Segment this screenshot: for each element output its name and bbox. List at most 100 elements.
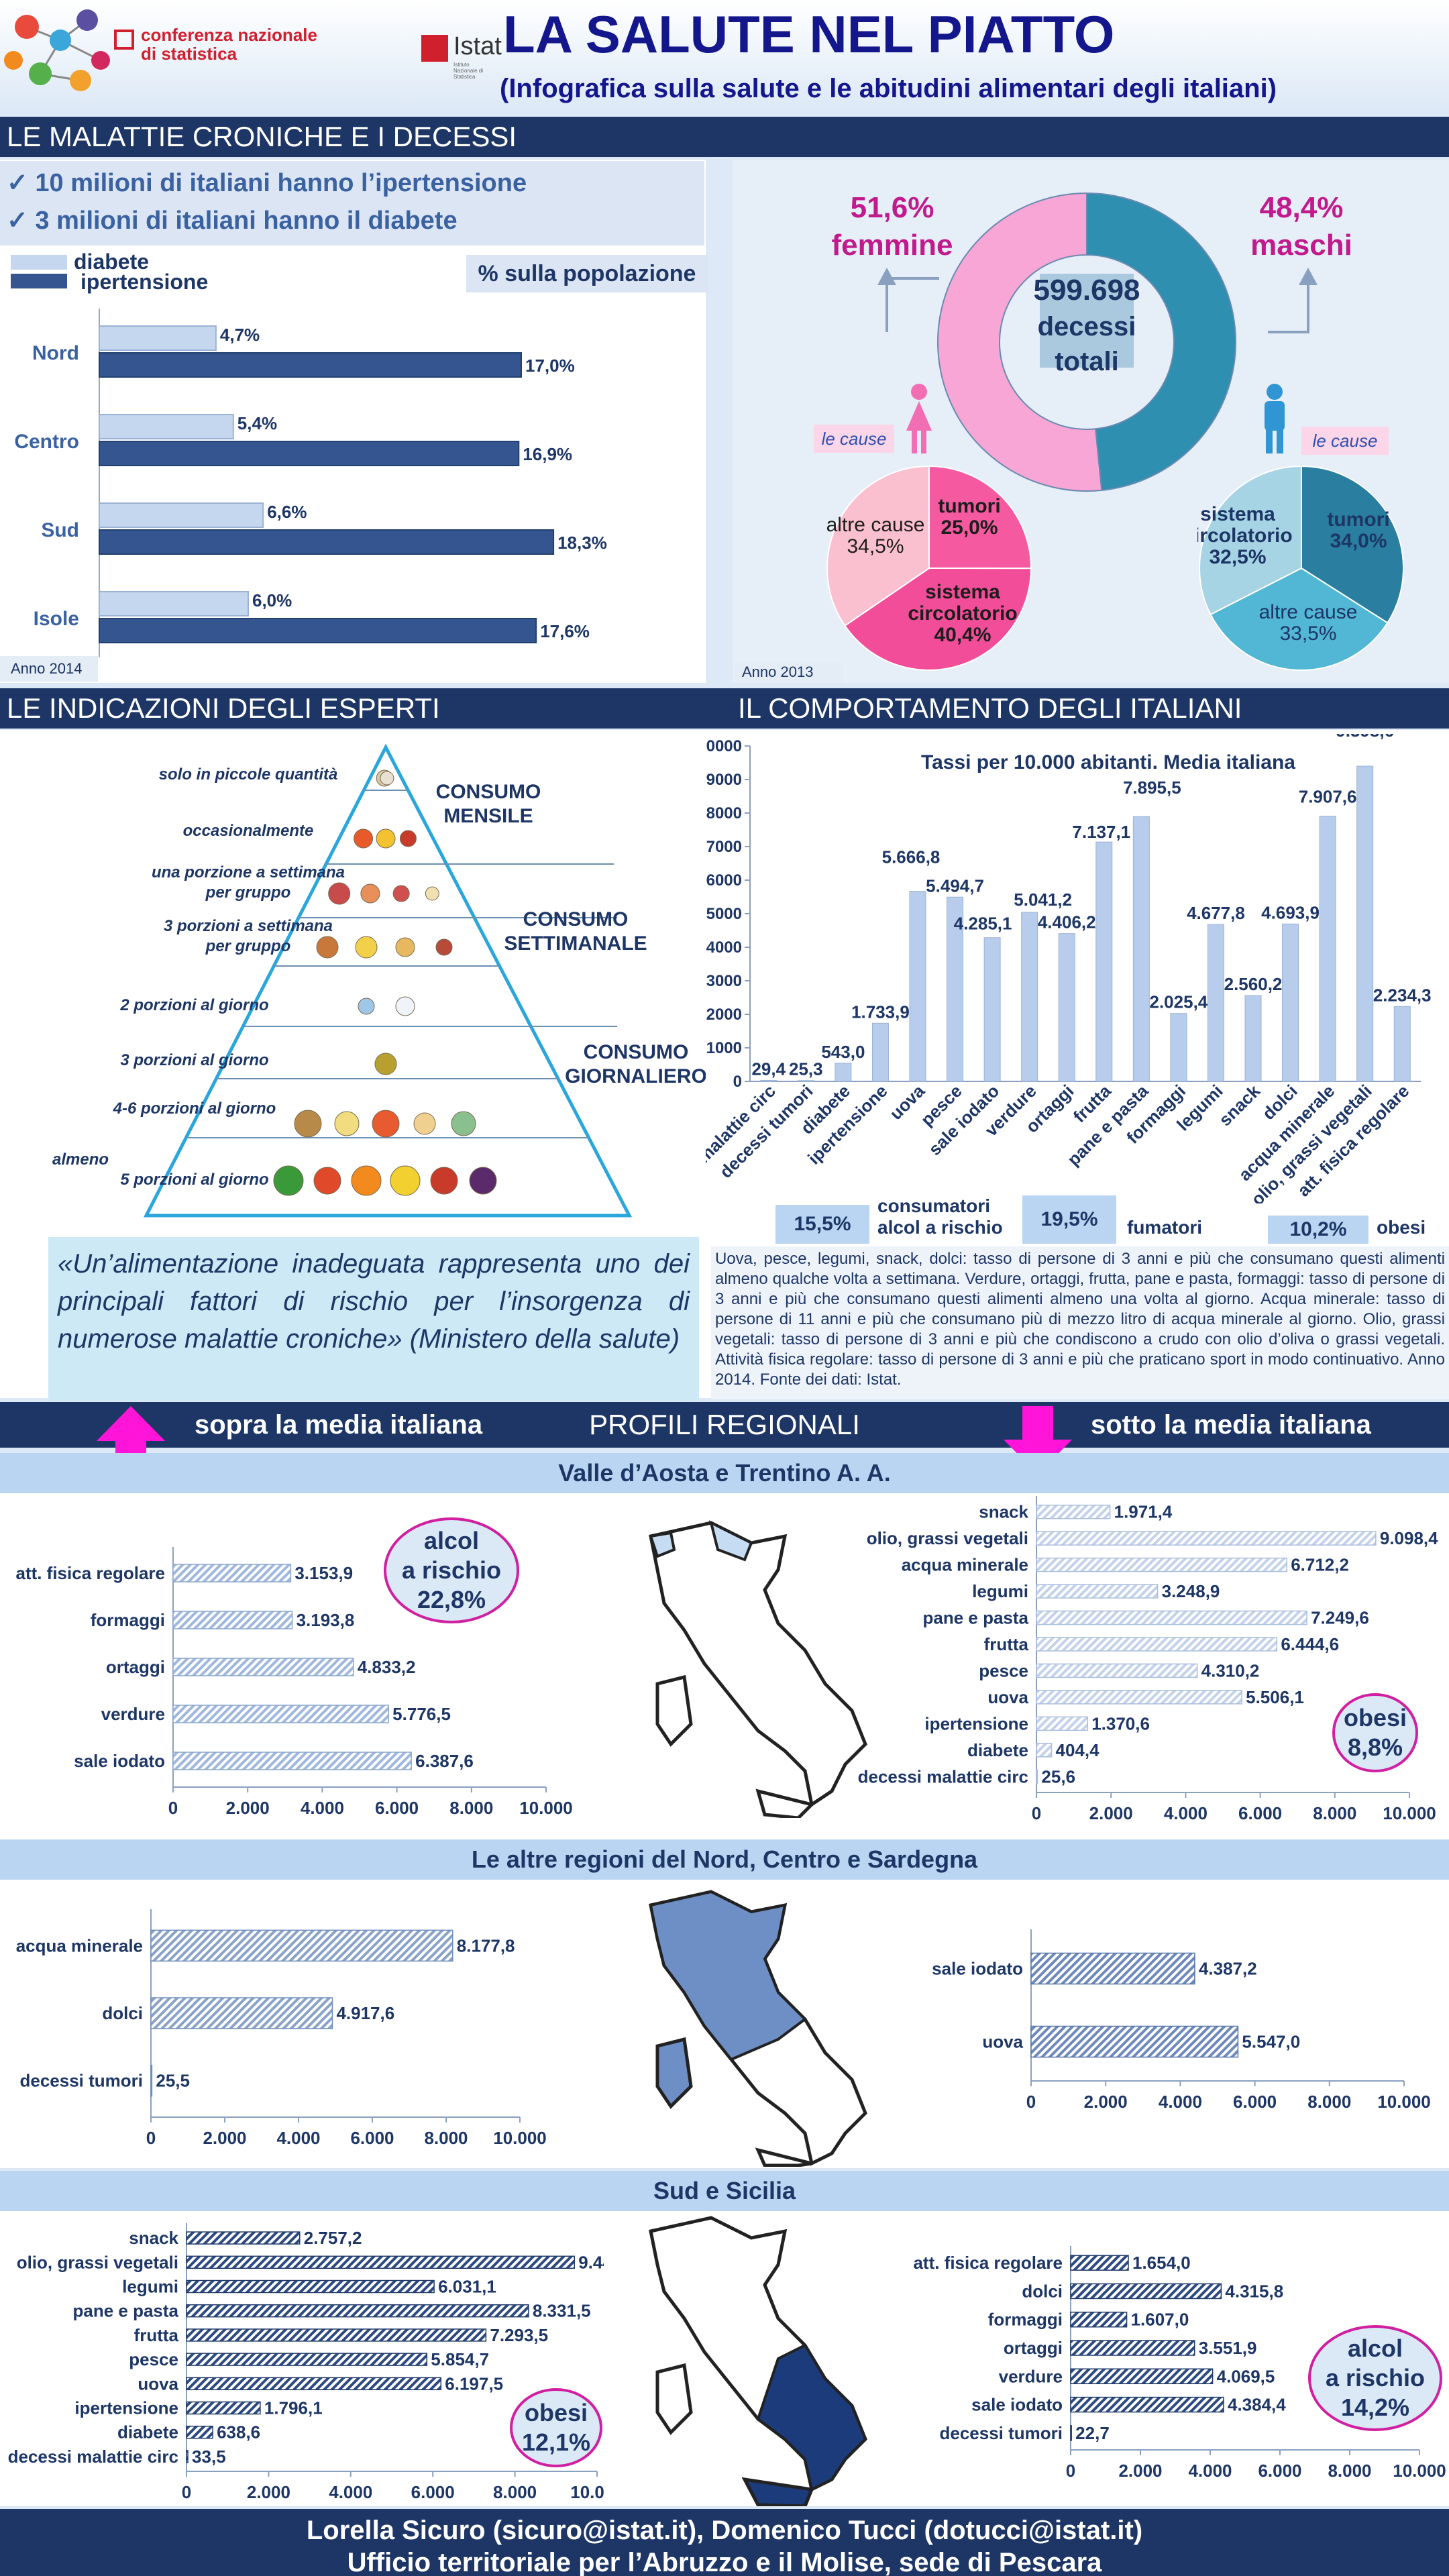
pyramid-level-label: solo in piccole quantità xyxy=(159,765,338,784)
consumo-label: CONSUMO xyxy=(436,781,541,803)
arrow-up-icon xyxy=(1268,268,1318,333)
bar xyxy=(1036,1531,1377,1546)
chart-r1-sopra: 0 2.000 4.000 6.000 8.000 10.000 att. fisica r… xyxy=(15,1547,573,1818)
food-icon xyxy=(374,1053,397,1075)
male-pct: 48,4% xyxy=(1259,191,1344,224)
category-label: sale iodato xyxy=(932,1959,1023,1979)
pie-slice xyxy=(1210,567,1389,671)
category-label: diabete xyxy=(117,2422,178,2443)
data-label: 1.733,9 xyxy=(851,1002,910,1022)
category-label: uova xyxy=(982,2032,1023,2052)
category-label: legumi xyxy=(972,1581,1028,1601)
food-icon xyxy=(425,886,439,901)
pyramid-level-label: almeno xyxy=(52,1150,109,1169)
pyramid-level-label: 3 porzioni a settimana xyxy=(164,917,333,935)
category-label: pesce xyxy=(129,2349,178,2369)
r3-obesi-value: 12,1% xyxy=(521,2428,591,2456)
arrow-down-magenta-icon xyxy=(1004,1406,1072,1474)
pie-label: sistema xyxy=(1200,503,1275,525)
fact-diabete: ✓ 3 milioni di italiani hanno il diabete xyxy=(7,205,458,235)
y-tick-label: 1000 xyxy=(706,1039,742,1057)
pie-label: altre cause xyxy=(826,514,925,536)
istat-logo-subtitle: Istituto Nazionale di Statistica xyxy=(453,62,484,80)
bar xyxy=(186,2255,575,2269)
food-icon xyxy=(430,1167,458,1195)
chart-r3-sopra: 0 2.000 4.000 6.000 8.000 10.000 snack 2.757,2 o… xyxy=(8,2223,604,2502)
category-label: decessi malattie circ xyxy=(858,1766,1028,1786)
bar xyxy=(186,2377,442,2391)
conference-line2: di statistica xyxy=(141,44,237,64)
data-label: 4.693,9 xyxy=(1261,902,1320,922)
food-icon xyxy=(435,938,453,956)
footer-office: Ufficio territoriale per l’Abruzzo e il … xyxy=(347,2548,1102,2576)
header: conferenza nazionale di statistica Istat… xyxy=(0,0,1449,114)
data-label: 25,3 xyxy=(789,1059,823,1079)
bar xyxy=(186,2401,261,2415)
footer: Lorella Sicuro (sicuro@istat.it), Domeni… xyxy=(0,2509,1449,2576)
bar xyxy=(983,937,1001,1082)
section-title-malattie: LE MALATTIE CRONICHE E I DECESSI xyxy=(7,121,517,152)
data-label: 3.153,9 xyxy=(294,1563,353,1583)
x-tick-label: 6.000 xyxy=(411,2482,455,2502)
x-tick-label: 8.000 xyxy=(493,2482,537,2502)
bar xyxy=(1170,1013,1187,1082)
donut-slice-maschi xyxy=(1086,192,1236,491)
chart-title: Tassi per 10.000 abitanti. Media italian… xyxy=(921,751,1295,773)
footer-authors: Lorella Sicuro (sicuro@istat.it), Domeni… xyxy=(306,2516,1143,2545)
map-nord-centro-icon xyxy=(649,1890,867,2167)
bar-diabete xyxy=(99,325,217,351)
category-label: decessi malattie circ xyxy=(8,2447,178,2467)
stat-fumatori-label: fumatori xyxy=(1127,1217,1202,1238)
stat-alcol-label: consumatori alcol a rischio xyxy=(877,1195,1003,1238)
x-tick-label: 2.000 xyxy=(226,1798,270,1818)
chart-comportamento: 0 1000 2000 3000 4000 5000 6000 7000 8000 9000 100… xyxy=(706,734,1432,1203)
arrow-up-magenta-icon xyxy=(97,1406,165,1474)
food-icon xyxy=(334,1111,360,1136)
bar xyxy=(1021,912,1038,1082)
food-icon xyxy=(399,830,417,847)
food-icon xyxy=(355,936,378,959)
bar xyxy=(1393,1006,1411,1082)
food-icon xyxy=(372,1110,400,1138)
chart-decessi-donut xyxy=(937,192,1236,492)
sotto-media-label: sotto la media italiana xyxy=(1091,1410,1371,1440)
category-label: decessi tumori xyxy=(19,2071,143,2091)
data-label: 4.917,6 xyxy=(336,2003,394,2023)
data-label: 9.098,4 xyxy=(1380,1528,1438,1548)
category-label: ortaggi xyxy=(1004,2338,1063,2358)
consumo-label: CONSUMO xyxy=(584,1041,689,1063)
food-icon xyxy=(273,1165,304,1196)
conference-line1: conferenza nazionale xyxy=(141,25,317,45)
bar xyxy=(186,2450,189,2463)
food-icon xyxy=(392,885,410,902)
r1-obesi-value: 8,8% xyxy=(1347,1733,1403,1761)
data-label: 5.776,5 xyxy=(392,1704,451,1724)
data-label: 404,4 xyxy=(1055,1740,1099,1760)
data-label: 4.833,2 xyxy=(358,1657,416,1677)
chart-r3-sotto: 0 2.000 4.000 6.000 8.000 10.000 att. fisica r… xyxy=(913,2246,1446,2481)
data-label: 3.248,9 xyxy=(1162,1581,1220,1601)
check-icon: ✓ xyxy=(7,169,36,197)
category-label: dolci xyxy=(1022,2281,1063,2301)
bar xyxy=(186,2425,213,2439)
r3-obesi-l1: obesi xyxy=(524,2399,588,2426)
data-label: 5.547,0 xyxy=(1242,2032,1300,2052)
page-title: LA SALUTE NEL PIATTO xyxy=(503,5,1115,64)
food-icon xyxy=(380,771,394,786)
y-tick-label: 0 xyxy=(733,1073,742,1091)
x-tick-label: 4.000 xyxy=(1164,1803,1208,1823)
data-label: 2.757,2 xyxy=(304,2228,362,2248)
food-icon xyxy=(395,937,415,957)
data-label: 25,5 xyxy=(156,2071,190,2091)
data-label: 5.506,1 xyxy=(1246,1687,1304,1707)
region-title-nord-centro: Le altre regioni del Nord, Centro e Sard… xyxy=(0,1839,1449,1880)
year-label-2013: Anno 2013 xyxy=(735,661,843,683)
pyramid-level-label: 4-6 porzioni al giorno xyxy=(113,1099,276,1118)
bar xyxy=(1070,2311,1128,2328)
conference-badge-icon xyxy=(114,30,134,50)
legend-diabete: diabete xyxy=(74,250,150,274)
le-cause-male: le cause xyxy=(1301,427,1389,455)
consumo-label: MENSILE xyxy=(443,805,533,827)
data-label: 1.607,0 xyxy=(1131,2310,1189,2330)
data-label: 543,0 xyxy=(821,1042,865,1062)
